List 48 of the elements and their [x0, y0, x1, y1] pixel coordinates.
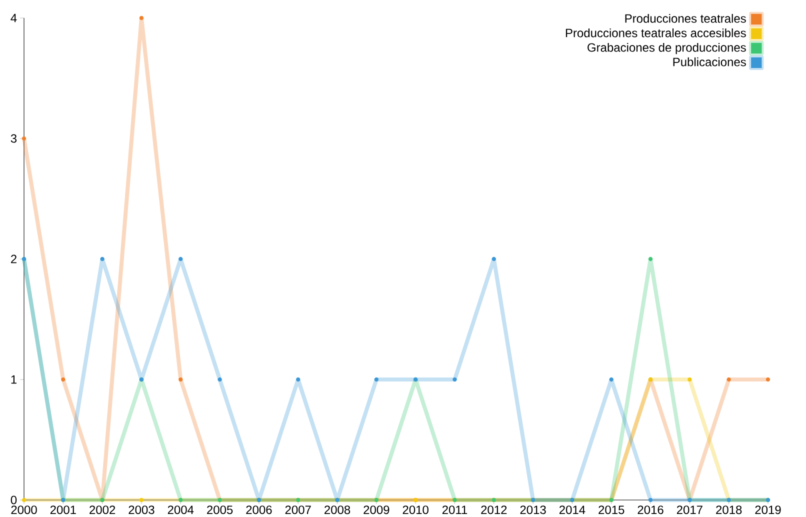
- x-tick-label: 2001: [50, 506, 76, 514]
- point: [139, 498, 144, 502]
- legend-label: Grabaciones de producciones: [588, 42, 746, 54]
- point: [178, 377, 183, 382]
- x-tick-label: 2003: [128, 506, 154, 514]
- x-tick-label: 2011: [442, 506, 468, 514]
- x-tick-label: 2010: [402, 506, 428, 514]
- point: [22, 498, 26, 502]
- point: [726, 377, 731, 382]
- x-tick-label: 2004: [168, 506, 194, 514]
- point: [61, 377, 66, 382]
- x-tick-label: 2014: [559, 506, 586, 514]
- point: [22, 136, 26, 141]
- y-tick-label: 1: [11, 375, 16, 384]
- x-tick-label: 2007: [285, 506, 311, 514]
- legend-label: Producciones teatrales accesibles: [566, 28, 746, 38]
- y-tick-label: 3: [10, 134, 17, 143]
- x-tick-label: 2006: [246, 506, 272, 514]
- x-tick-label: 2015: [598, 506, 624, 514]
- point: [139, 16, 144, 20]
- point: [766, 377, 770, 382]
- y-tick-label: 0: [10, 496, 17, 504]
- point: [218, 377, 222, 382]
- point: [648, 498, 653, 502]
- legend-label: Publicaciones: [673, 57, 746, 66]
- x-tick-label: 2016: [638, 506, 664, 514]
- x-tick-label: 2019: [755, 506, 781, 514]
- point: [688, 377, 692, 382]
- y-tick-label: 2: [11, 254, 16, 264]
- x-tick-label: 2005: [207, 506, 233, 514]
- x-tick-label: 2002: [90, 506, 116, 514]
- x-tick-label: 2000: [11, 506, 37, 514]
- point: [492, 256, 496, 262]
- x-tick-label: 2013: [520, 506, 546, 514]
- point: [178, 256, 183, 262]
- legend-label: Producciones teatrales: [625, 14, 746, 23]
- x-tick-label: 2009: [364, 506, 390, 514]
- point: [100, 256, 104, 262]
- point: [609, 377, 614, 382]
- point: [648, 256, 653, 262]
- point: [374, 377, 379, 382]
- point: [452, 377, 457, 382]
- x-tick-label: 2018: [716, 506, 742, 514]
- x-tick-label: 2012: [481, 506, 507, 514]
- x-tick-label: 2008: [324, 506, 350, 514]
- point: [296, 377, 300, 382]
- x-tick-label: 2017: [676, 506, 702, 514]
- y-tick-label: 4: [10, 14, 17, 22]
